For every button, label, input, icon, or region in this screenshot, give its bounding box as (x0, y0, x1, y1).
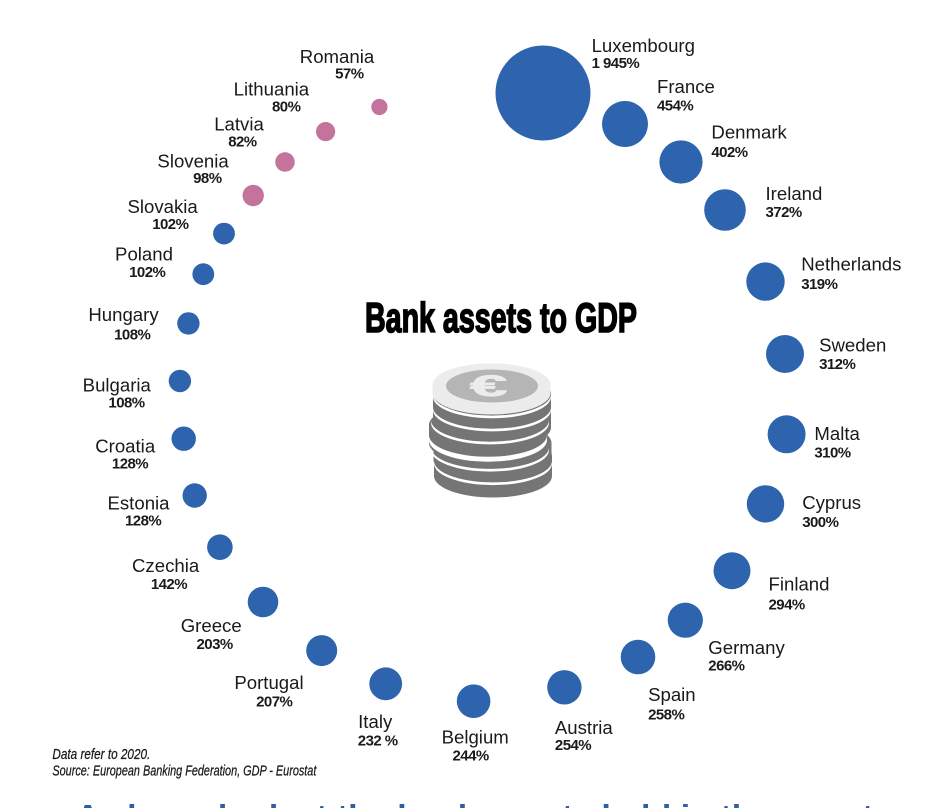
svg-text:402%: 402% (711, 144, 747, 161)
svg-text:Data refer to 2020.: Data refer to 2020. (52, 746, 150, 762)
svg-text:203%: 203% (197, 636, 233, 653)
svg-text:Bank assets to GDP: Bank assets to GDP (365, 295, 637, 342)
svg-text:108%: 108% (108, 395, 144, 412)
svg-text:319%: 319% (801, 276, 837, 293)
svg-text:A closer look at the bank asse: A closer look at the bank assets held in… (76, 800, 906, 808)
svg-text:Luxembourg: Luxembourg (592, 35, 695, 56)
svg-text:57%: 57% (335, 66, 364, 83)
svg-text:Poland: Poland (115, 244, 173, 265)
svg-text:142%: 142% (151, 576, 187, 593)
svg-text:254%: 254% (555, 737, 591, 754)
svg-text:98%: 98% (193, 170, 222, 187)
svg-text:Romania: Romania (300, 46, 375, 67)
svg-text:Finland: Finland (769, 574, 830, 595)
svg-text:Hungary: Hungary (88, 304, 159, 325)
svg-text:Portugal: Portugal (234, 672, 303, 693)
svg-text:108%: 108% (114, 326, 150, 343)
svg-text:Germany: Germany (708, 637, 785, 658)
svg-text:244%: 244% (453, 748, 489, 765)
svg-text:128%: 128% (112, 456, 148, 473)
svg-text:Italy: Italy (358, 711, 393, 732)
svg-text:Malta: Malta (814, 423, 860, 444)
svg-text:372%: 372% (766, 204, 802, 221)
svg-text:102%: 102% (152, 216, 188, 233)
svg-text:454%: 454% (657, 98, 693, 115)
svg-text:Estonia: Estonia (107, 492, 170, 513)
svg-text:Latvia: Latvia (214, 114, 264, 135)
svg-text:294%: 294% (769, 597, 805, 614)
svg-text:128%: 128% (125, 512, 161, 529)
svg-text:Denmark: Denmark (711, 121, 787, 142)
svg-text:312%: 312% (819, 356, 855, 373)
svg-text:Ireland: Ireland (766, 183, 823, 204)
svg-text:300%: 300% (802, 514, 838, 531)
svg-text:Belgium: Belgium (442, 726, 509, 747)
svg-text:102%: 102% (129, 264, 165, 281)
svg-text:232 %: 232 % (358, 733, 398, 750)
svg-text:Sweden: Sweden (819, 335, 886, 356)
svg-text:Netherlands: Netherlands (801, 253, 901, 274)
svg-text:Greece: Greece (181, 615, 242, 636)
svg-text:Czechia: Czechia (132, 555, 200, 576)
svg-text:80%: 80% (272, 98, 301, 115)
svg-text:France: France (657, 76, 715, 97)
svg-text:€: € (470, 370, 507, 403)
svg-text:Bulgaria: Bulgaria (83, 375, 152, 396)
svg-text:Spain: Spain (648, 684, 696, 705)
svg-text:1 945%: 1 945% (592, 55, 640, 72)
svg-text:Slovenia: Slovenia (157, 151, 229, 172)
svg-text:Croatia: Croatia (95, 436, 156, 457)
svg-text:Austria: Austria (555, 717, 614, 738)
svg-text:Cyprus: Cyprus (802, 492, 861, 513)
svg-text:82%: 82% (228, 133, 257, 150)
svg-text:266%: 266% (708, 658, 744, 675)
svg-text:Source: European Banking Feder: Source: European Banking Federation, GDP… (52, 762, 316, 779)
svg-text:Lithuania: Lithuania (234, 79, 310, 100)
svg-text:310%: 310% (814, 444, 850, 461)
svg-text:207%: 207% (256, 693, 292, 710)
svg-text:258%: 258% (648, 707, 684, 724)
svg-text:Slovakia: Slovakia (127, 196, 198, 217)
